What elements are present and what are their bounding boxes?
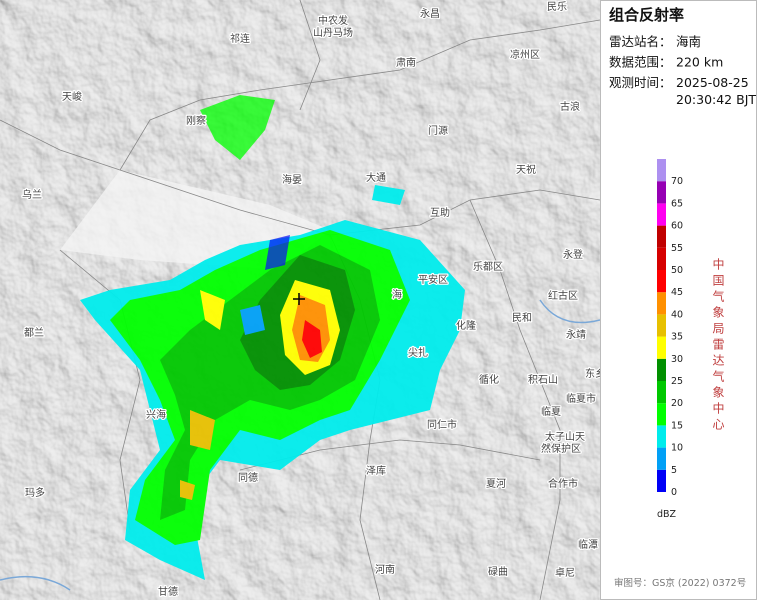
legend-tick: 10 [671,443,683,454]
legend-tick: 55 [671,243,683,254]
legend-tick: 50 [671,265,683,276]
place-label: 凉州区 [510,48,540,61]
place-label: 互助 [430,206,450,219]
place-label: 刚察 [186,114,206,127]
radar-echo [80,95,465,580]
place-label: 乐都区 [473,261,503,273]
place-label: 临夏 [541,405,561,418]
place-label: 古浪 [560,100,580,113]
place-label: 积石山 [528,374,558,386]
legend-swatch [657,225,666,248]
place-label: 红古区 [548,289,578,302]
place-label: 乌兰 [22,188,42,201]
place-label: 门源 [428,124,448,137]
place-label: 海 [392,288,402,301]
place-label: 民和 [512,312,532,324]
legend-tick: 15 [671,420,683,431]
legend-swatch [657,425,666,448]
legend-unit: dBZ [657,509,677,520]
place-label: 山丹马场 [313,26,353,39]
credit: 审图号：GS京 (2022) 0372号 [614,577,746,589]
place-label: 永昌 [420,7,440,20]
legend-tick: 5 [671,465,677,476]
place-label: 甘德 [158,585,178,598]
place-label: 合作市 [548,477,578,490]
legend-tick: 30 [671,354,683,365]
legend-tick: 70 [671,176,683,187]
legend-swatch [657,181,666,204]
place-label: 泽库 [366,464,386,477]
legend-swatch [657,159,666,182]
place-label: 同德 [238,471,258,484]
legend-swatch [657,469,666,492]
obs-time: 20:30:42 BJT [676,92,756,107]
place-label: 太子山天 [545,430,585,443]
legend-swatch [657,403,666,426]
place-label: 临夏市 [566,392,596,405]
row-value: 2025-08-25 [676,75,749,90]
legend-tick: 60 [671,221,683,232]
place-label: 平安区 [418,273,448,286]
place-label: 中农发 [318,14,348,27]
place-label: 夏河 [486,478,506,490]
place-label: 祁连 [230,32,250,45]
place-label: 临潭 [578,538,598,551]
legend-tick: 25 [671,376,683,387]
radar-site [293,293,305,305]
legend-tick: 65 [671,198,683,209]
place-label: 天峻 [62,90,82,103]
place-label: 永登 [563,248,583,261]
legend-swatch [657,270,666,293]
place-label: 天祝 [516,163,536,176]
place-label: 化隆 [456,319,476,332]
row-value: 海南 [676,34,701,49]
place-label: 河南 [375,563,395,576]
place-label: 永靖 [566,328,586,341]
place-label: 都兰 [24,326,44,339]
place-label: 玛多 [25,486,45,499]
river [539,299,600,324]
row-label: 观测时间： [609,75,672,90]
legend-tick: 40 [671,309,683,320]
legend-swatch [657,336,666,359]
place-label: 东乡 [585,367,605,380]
row-label: 雷达站名： [609,34,672,49]
legend-tick: 45 [671,287,683,298]
agency: 中国气象局雷达气象中心 [711,257,725,434]
place-label: 尖扎 [408,346,428,359]
row-label: 数据范围： [609,55,672,70]
place-label: 卓尼 [555,567,575,579]
legend-swatch [657,203,666,226]
place-label: 肃南 [396,56,416,69]
row-value: 220 km [676,55,723,70]
color-legend: 0 5 10 15 20 25 30 35 40 45 50 55 60 65 70 [657,159,683,498]
legend-swatch [657,247,666,270]
place-label: 碌曲 [488,566,508,578]
legend-tick: 20 [671,398,683,409]
legend-swatch [657,447,666,470]
panel-title: 组合反射率 [609,6,684,24]
place-label: 兴海 [146,408,166,421]
place-label: 循化 [479,373,499,386]
legend-swatch [657,314,666,337]
legend-swatch [657,358,666,381]
place-label: 民乐 [547,1,567,13]
place-label: 海晏 [282,173,302,186]
place-label: 大通 [366,171,386,184]
river [0,575,71,591]
place-label: 然保护区 [541,442,581,455]
place-label: 同仁市 [427,418,457,431]
legend-swatch [657,381,666,404]
legend-tick: 0 [671,487,677,498]
legend-swatch [657,292,666,315]
info-panel [600,0,757,600]
legend-tick: 35 [671,332,683,343]
